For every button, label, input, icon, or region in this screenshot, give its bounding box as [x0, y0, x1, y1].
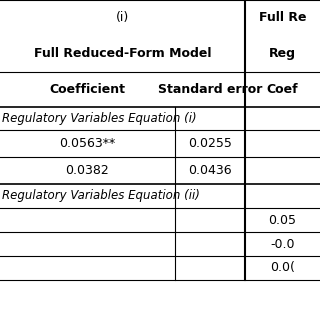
Text: Regulatory Variables Equation (i): Regulatory Variables Equation (i): [2, 112, 196, 125]
Text: -0.0: -0.0: [270, 237, 295, 251]
Text: 0.0436: 0.0436: [188, 164, 232, 177]
Text: 0.0563**: 0.0563**: [60, 137, 116, 150]
Text: (i): (i): [116, 11, 129, 24]
Text: Standard error: Standard error: [158, 83, 262, 96]
Text: 0.05: 0.05: [268, 213, 297, 227]
Text: Coefficient: Coefficient: [50, 83, 125, 96]
Text: 0.0255: 0.0255: [188, 137, 232, 150]
Text: 0.0(: 0.0(: [270, 261, 295, 275]
Text: 0.0382: 0.0382: [66, 164, 109, 177]
Text: Regulatory Variables Equation (ii): Regulatory Variables Equation (ii): [2, 189, 200, 203]
Text: Reg: Reg: [269, 47, 296, 60]
Text: Coef: Coef: [267, 83, 298, 96]
Text: Full Reduced-Form Model: Full Reduced-Form Model: [34, 47, 211, 60]
Text: Full Re: Full Re: [259, 11, 306, 24]
